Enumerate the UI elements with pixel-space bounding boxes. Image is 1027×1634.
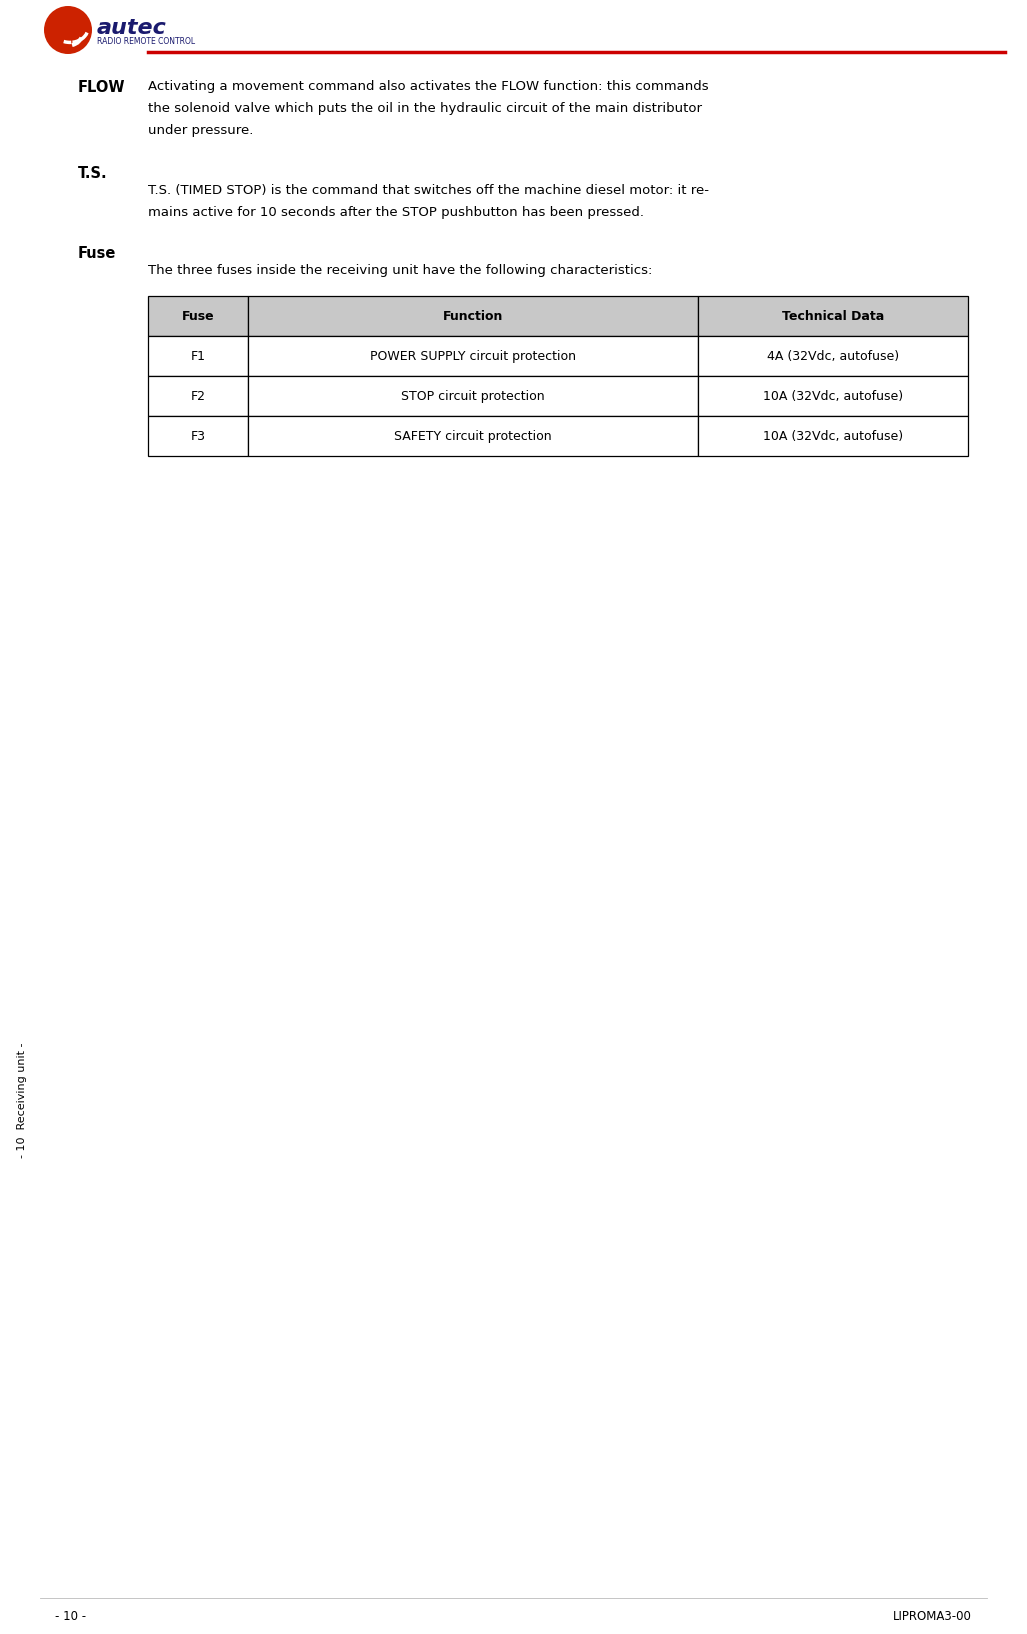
Bar [248,337,698,376]
Text: - 10  Receiving unit -: - 10 Receiving unit - [17,1042,27,1159]
Text: autec: autec [97,18,166,38]
Bar [248,417,698,456]
Text: F2: F2 [190,389,205,402]
Text: F1: F1 [190,350,205,363]
Bar [698,296,968,337]
Text: Activating a movement command also activates the FLOW function: this commands: Activating a movement command also activ… [148,80,709,93]
Text: 4A (32Vdc, autofuse): 4A (32Vdc, autofuse) [767,350,899,363]
Text: RADIO REMOTE CONTROL: RADIO REMOTE CONTROL [97,38,195,46]
Text: the solenoid valve which puts the oil in the hydraulic circuit of the main distr: the solenoid valve which puts the oil in… [148,101,702,114]
Text: Fuse: Fuse [182,309,215,322]
Text: Function: Function [443,309,503,322]
Text: mains active for 10 seconds after the STOP pushbutton has been pressed.: mains active for 10 seconds after the ST… [148,206,644,219]
Text: FLOW: FLOW [78,80,125,95]
Text: T.S.: T.S. [78,167,108,181]
Text: under pressure.: under pressure. [148,124,254,137]
Bar [248,376,698,417]
Circle shape [44,7,92,54]
Text: 10A (32Vdc, autofuse): 10A (32Vdc, autofuse) [763,389,903,402]
Text: Fuse: Fuse [78,247,116,261]
Bar [148,417,248,456]
Bar [148,296,248,337]
Text: LIPROMA3-00: LIPROMA3-00 [893,1609,972,1623]
Text: T.S. (TIMED STOP) is the command that switches off the machine diesel motor: it : T.S. (TIMED STOP) is the command that sw… [148,185,709,198]
Text: F3: F3 [190,430,205,443]
Text: POWER SUPPLY circuit protection: POWER SUPPLY circuit protection [370,350,576,363]
Text: SAFETY circuit protection: SAFETY circuit protection [394,430,551,443]
Text: - 10 -: - 10 - [55,1609,86,1623]
Text: 10A (32Vdc, autofuse): 10A (32Vdc, autofuse) [763,430,903,443]
Text: Technical Data: Technical Data [782,309,884,322]
Bar [148,337,248,376]
Bar [248,296,698,337]
Bar [698,376,968,417]
Bar [698,417,968,456]
Bar [698,337,968,376]
Bar [148,376,248,417]
Text: STOP circuit protection: STOP circuit protection [402,389,544,402]
Text: The three fuses inside the receiving unit have the following characteristics:: The three fuses inside the receiving uni… [148,265,652,278]
